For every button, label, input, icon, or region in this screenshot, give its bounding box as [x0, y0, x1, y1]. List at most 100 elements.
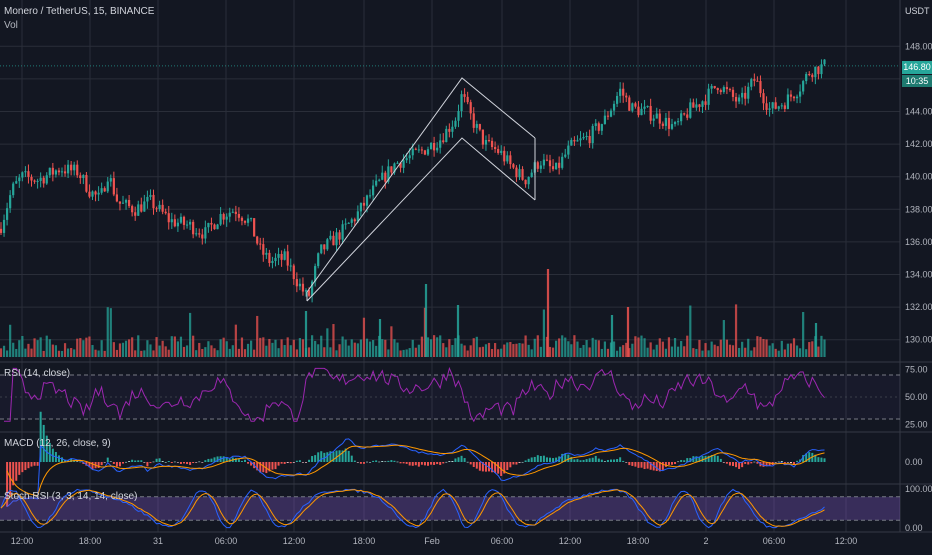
candle-body [88, 191, 91, 197]
candle-body [512, 164, 515, 168]
volume-bar [414, 347, 417, 357]
volume-bar [640, 335, 643, 357]
volume-bar [527, 344, 530, 357]
rsi-label[interactable]: RSI (14, close) [4, 368, 71, 379]
macd-histogram-bar [314, 455, 317, 462]
candle-body [314, 266, 317, 282]
macd-histogram-bar [341, 450, 344, 462]
volume-bar [298, 338, 301, 357]
candle-body [643, 106, 646, 109]
candle-body [561, 156, 564, 168]
candle-body [121, 202, 125, 204]
macd-histogram-bar [234, 458, 237, 462]
x-tick-label: 06:00 [215, 536, 238, 546]
volume-bar [539, 346, 542, 357]
volume-bar [362, 317, 366, 357]
candle-body [51, 167, 54, 175]
candle-body [262, 244, 265, 255]
macd-histogram-bar [118, 462, 121, 467]
volume-spike [814, 323, 818, 357]
x-tick-label: Feb [424, 536, 440, 546]
macd-histogram-bar [622, 460, 625, 462]
macd-histogram-bar [36, 462, 39, 466]
channel-upper-line [306, 77, 536, 293]
macd-histogram-bar [588, 458, 591, 462]
candle-body [490, 140, 494, 148]
candle-body [414, 148, 417, 150]
macd-histogram-bar [335, 450, 338, 462]
x-tick-label: 18:00 [79, 536, 102, 546]
macd-histogram-bar [402, 462, 405, 464]
candle-body [243, 220, 247, 223]
candle-body [686, 114, 689, 118]
volume-bar [555, 340, 558, 357]
candle-body [378, 179, 381, 181]
volume-bar [664, 348, 667, 357]
volume-bar [777, 350, 780, 357]
candle-body [134, 212, 137, 216]
candle-body [286, 251, 289, 266]
candle-body [475, 124, 478, 128]
macd-histogram-bar [542, 455, 545, 462]
macd-histogram-bar [802, 455, 805, 462]
candle-body [54, 170, 57, 175]
volume-bar [124, 340, 128, 357]
macd-histogram-bar [738, 462, 741, 469]
candle-body [222, 214, 225, 220]
macd-histogram-bar [240, 460, 243, 462]
volume-bar [579, 347, 582, 357]
candle-body [15, 181, 18, 184]
candle-body [774, 102, 777, 109]
volume-bar [576, 341, 579, 357]
volume-bar [158, 345, 161, 357]
macd-histogram-bar [448, 461, 451, 462]
volume-bar [6, 350, 9, 357]
macd-histogram-bar [45, 435, 48, 462]
macd-histogram-bar [753, 461, 756, 463]
price-tick-label: 136.00 [905, 237, 932, 247]
volume-bar [646, 347, 649, 357]
macd-histogram-bar [536, 455, 539, 462]
macd-label[interactable]: MACD (12, 26, close, 9) [4, 438, 111, 449]
candle-body [70, 164, 73, 171]
candle-body [701, 101, 704, 107]
candle-body [219, 214, 222, 225]
candle-body [640, 108, 643, 116]
macd-histogram-bar [192, 462, 195, 464]
volume-bar [173, 336, 176, 357]
candle-body [811, 74, 814, 78]
candle-body [619, 88, 622, 96]
candle-body [106, 181, 109, 192]
volume-bar [335, 350, 338, 357]
macd-histogram-bar [204, 460, 207, 462]
candle-body [67, 164, 70, 174]
candle-body [649, 105, 652, 121]
macd-histogram-bar [344, 448, 347, 462]
candle-body [204, 227, 207, 239]
price-tick-label: 148.00 [905, 41, 932, 51]
macd-histogram-bar [506, 462, 509, 471]
macd-histogram-bar [408, 462, 411, 466]
candle-body [603, 115, 606, 125]
candle-body [326, 239, 329, 250]
symbol-title[interactable]: Monero / TetherUS, 15, BINANCE [4, 6, 155, 17]
macd-histogram-bar [149, 462, 152, 464]
macd-histogram-bar [103, 462, 106, 463]
currency-label[interactable]: USDT [905, 6, 930, 16]
x-tick-label: 31 [153, 536, 163, 546]
candle-body [820, 64, 823, 75]
stoch-rsi-label[interactable]: Stoch RSI (3, 3, 14, 14, close) [4, 491, 138, 502]
volume-bar [774, 348, 777, 357]
volume-bar [460, 343, 463, 357]
macd-histogram-bar [134, 460, 137, 462]
volume-bar [295, 349, 298, 357]
volume-bar [512, 344, 515, 357]
candle-body [494, 147, 497, 150]
volume-bar [494, 343, 497, 357]
macd-histogram-bar [484, 462, 487, 472]
macd-histogram-bar [561, 453, 564, 462]
candle-body [646, 105, 649, 107]
candle-body [353, 219, 356, 222]
macd-histogram-bar [277, 462, 280, 466]
